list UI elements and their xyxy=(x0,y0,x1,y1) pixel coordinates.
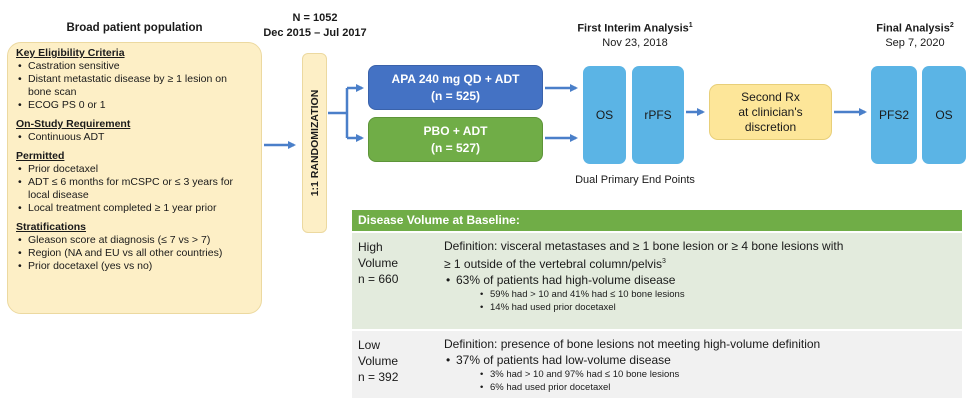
high-volume-row: High Volume n = 660 Definition: visceral… xyxy=(352,233,962,329)
first-interim-sup: 1 xyxy=(688,22,693,29)
criteria-item: Prior docetaxel (yes vs no) xyxy=(18,260,253,273)
high-volume-body: Definition: visceral metastases and ≥ 1 … xyxy=(444,238,959,314)
criteria-item: ADT ≤ 6 months for mCSPC or ≤ 3 years fo… xyxy=(18,176,253,202)
final-analysis-sup: 2 xyxy=(949,22,954,29)
apa-arm-box: APA 240 mg QD + ADT (n = 525) xyxy=(368,65,543,110)
high-volume-sup: 3 xyxy=(662,258,666,265)
criteria-item: Local treatment completed ≥ 1 year prior xyxy=(18,202,253,215)
criteria-item: Castration sensitive xyxy=(18,60,253,73)
eligibility-box: Key Eligibility Criteria Castration sens… xyxy=(7,42,262,314)
high-volume-n: n = 660 xyxy=(358,272,399,286)
final-analysis-title-text: Final Analysis xyxy=(876,22,950,35)
apa-arm-name: APA 240 mg QD + ADT xyxy=(391,71,520,86)
high-volume-subbullet: 59% had > 10 and 41% had ≤ 10 bone lesio… xyxy=(444,288,959,301)
os-endpoint-box: OS xyxy=(583,66,626,164)
high-volume-definition-text: ≥ 1 outside of the vertebral column/pelv… xyxy=(444,257,663,271)
high-volume-label: High Volume n = 660 xyxy=(358,239,398,287)
first-interim-title-text: First Interim Analysis xyxy=(577,22,689,35)
second-rx-line1: Second Rx xyxy=(741,89,800,104)
high-volume-subbullet: 14% had used prior docetaxel xyxy=(444,301,959,314)
low-volume-label-line: Low xyxy=(358,338,381,352)
criteria-item: ECOG PS 0 or 1 xyxy=(18,99,253,112)
criteria-item: Prior docetaxel xyxy=(18,163,253,176)
randomization-box: 1:1 RANDOMIZATION xyxy=(302,53,327,233)
section-heading: Permitted xyxy=(16,150,65,162)
pbo-arm-name: PBO + ADT xyxy=(423,123,488,138)
high-volume-label-line: High xyxy=(358,240,383,254)
criteria-item: Distant metastatic disease by ≥ 1 lesion… xyxy=(18,73,253,99)
dual-primary-caption: Dual Primary End Points xyxy=(575,174,695,186)
criteria-item: Region (NA and EU vs all other countries… xyxy=(18,247,253,260)
final-analysis-date: Sep 7, 2020 xyxy=(885,37,945,49)
low-volume-bullet: 37% of patients had low-volume disease xyxy=(444,352,959,368)
section-heading: On-Study Requirement xyxy=(16,118,131,130)
population-title: Broad patient population xyxy=(66,22,203,34)
enrollment-period: Dec 2015 – Jul 2017 xyxy=(263,27,367,39)
rpfs-endpoint-box: rPFS xyxy=(632,66,684,164)
low-volume-row: Low Volume n = 392 Definition: presence … xyxy=(352,331,962,398)
enrollment-n: N = 1052 xyxy=(292,12,338,24)
pbo-arm-box: PBO + ADT (n = 527) xyxy=(368,117,543,162)
disease-volume-panel: Disease Volume at Baseline: High Volume … xyxy=(352,210,962,398)
high-volume-label-line: Volume xyxy=(358,256,399,270)
second-rx-box: Second Rx at clinician's discretion xyxy=(709,84,832,140)
low-volume-label: Low Volume n = 392 xyxy=(358,337,398,385)
low-volume-body: Definition: presence of bone lesions not… xyxy=(444,336,959,394)
low-volume-definition: Definition: presence of bone lesions not… xyxy=(444,337,821,351)
low-volume-label-line: Volume xyxy=(358,354,399,368)
second-rx-line3: discretion xyxy=(744,119,797,134)
criteria-item: Continuous ADT xyxy=(18,131,253,144)
high-volume-definition-cont: ≥ 1 outside of the vertebral column/pelv… xyxy=(444,254,959,272)
section-heading: Stratifications xyxy=(16,221,87,233)
second-rx-line2: at clinician's xyxy=(738,104,803,119)
disease-volume-header: Disease Volume at Baseline: xyxy=(352,210,962,231)
first-interim-title: First Interim Analysis1 xyxy=(555,22,715,35)
pfs2-endpoint-box: PFS2 xyxy=(871,66,917,164)
low-volume-n: n = 392 xyxy=(358,370,399,384)
high-volume-bullet: 63% of patients had high-volume disease xyxy=(444,272,959,288)
criteria-item: Gleason score at diagnosis (≤ 7 vs > 7) xyxy=(18,234,253,247)
low-volume-subbullet: 3% had > 10 and 97% had ≤ 10 bone lesion… xyxy=(444,368,959,381)
final-analysis-title: Final Analysis2 xyxy=(858,22,972,35)
first-interim-date: Nov 23, 2018 xyxy=(602,37,668,49)
low-volume-subbullet: 6% had used prior docetaxel xyxy=(444,381,959,394)
apa-arm-n: (n = 525) xyxy=(430,88,481,103)
section-heading: Key Eligibility Criteria xyxy=(16,47,125,59)
high-volume-definition: Definition: visceral metastases and ≥ 1 … xyxy=(444,239,844,253)
final-os-endpoint-box: OS xyxy=(922,66,966,164)
pbo-arm-n: (n = 527) xyxy=(430,140,481,155)
